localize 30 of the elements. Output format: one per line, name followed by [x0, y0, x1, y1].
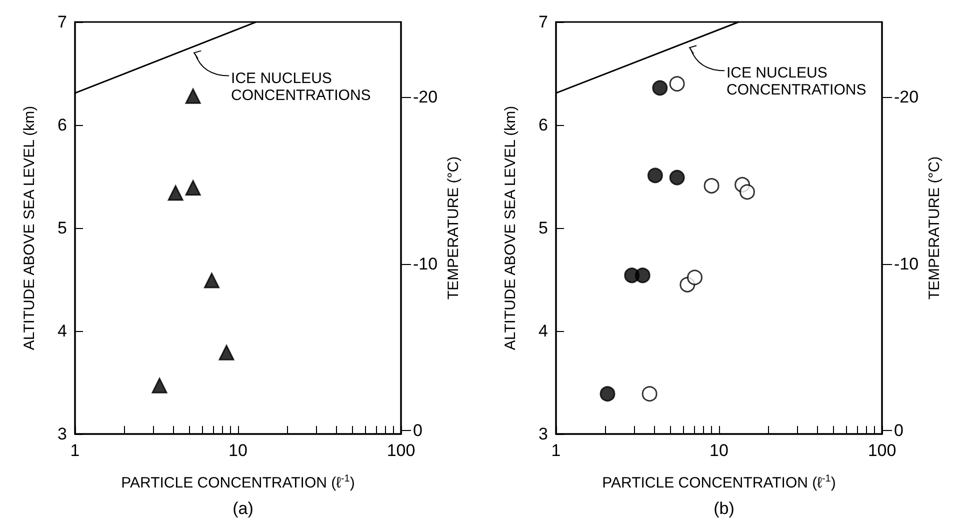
x-tick-label: 10: [228, 441, 248, 460]
x-tick-label: 100: [868, 441, 896, 460]
y2-tick-label: -10: [894, 254, 919, 274]
y-tick-label: 4: [538, 322, 548, 340]
y-tick-label: 4: [58, 322, 67, 340]
y-tick-label: 6: [538, 116, 548, 134]
y-tick-label: 7: [538, 12, 548, 32]
y2-axis-title: TEMPERATURE (°C): [926, 156, 943, 300]
y-tick-label: 7: [58, 12, 67, 32]
y2-axis-title: TEMPERATURE (°C): [445, 156, 462, 300]
y-tick-label: 3: [538, 424, 548, 444]
text: (a): [232, 499, 254, 518]
y2-tick-label: -10: [413, 254, 438, 274]
x-tick-label: 1: [551, 441, 561, 460]
y-tick-label: 5: [538, 218, 548, 238]
y-tick-label: 6: [58, 116, 67, 134]
y2-tick-label: 0: [894, 421, 904, 440]
y2-tick-label: -20: [413, 88, 438, 107]
y-tick-label: 5: [58, 218, 67, 238]
y-axis-title: ALTITUDE ABOVE SEA LEVEL (km): [21, 106, 38, 350]
x-tick-label: 10: [710, 441, 728, 460]
annotation: ICE NUCLEUS CONCENTRATIONS: [726, 64, 866, 99]
y-axis-title: ALTITUDE ABOVE SEA LEVEL (km): [502, 106, 519, 350]
x-tick-label: 100: [386, 441, 416, 460]
annotation: ICE NUCLEUS CONCENTRATIONS: [231, 70, 371, 104]
y2-tick-label: -20: [894, 88, 919, 107]
y2-tick-label: 0: [413, 421, 422, 440]
x-tick-label: 1: [70, 441, 80, 460]
text: (b): [714, 499, 734, 518]
y-tick-label: 3: [58, 424, 67, 444]
